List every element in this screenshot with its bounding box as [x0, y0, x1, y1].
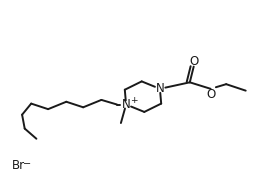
Text: O: O — [206, 88, 216, 101]
Text: −: − — [23, 159, 31, 169]
Text: O: O — [189, 55, 198, 68]
Text: +: + — [130, 96, 137, 105]
Text: Br: Br — [12, 159, 25, 172]
Text: N: N — [155, 82, 164, 95]
Text: N: N — [122, 98, 131, 111]
